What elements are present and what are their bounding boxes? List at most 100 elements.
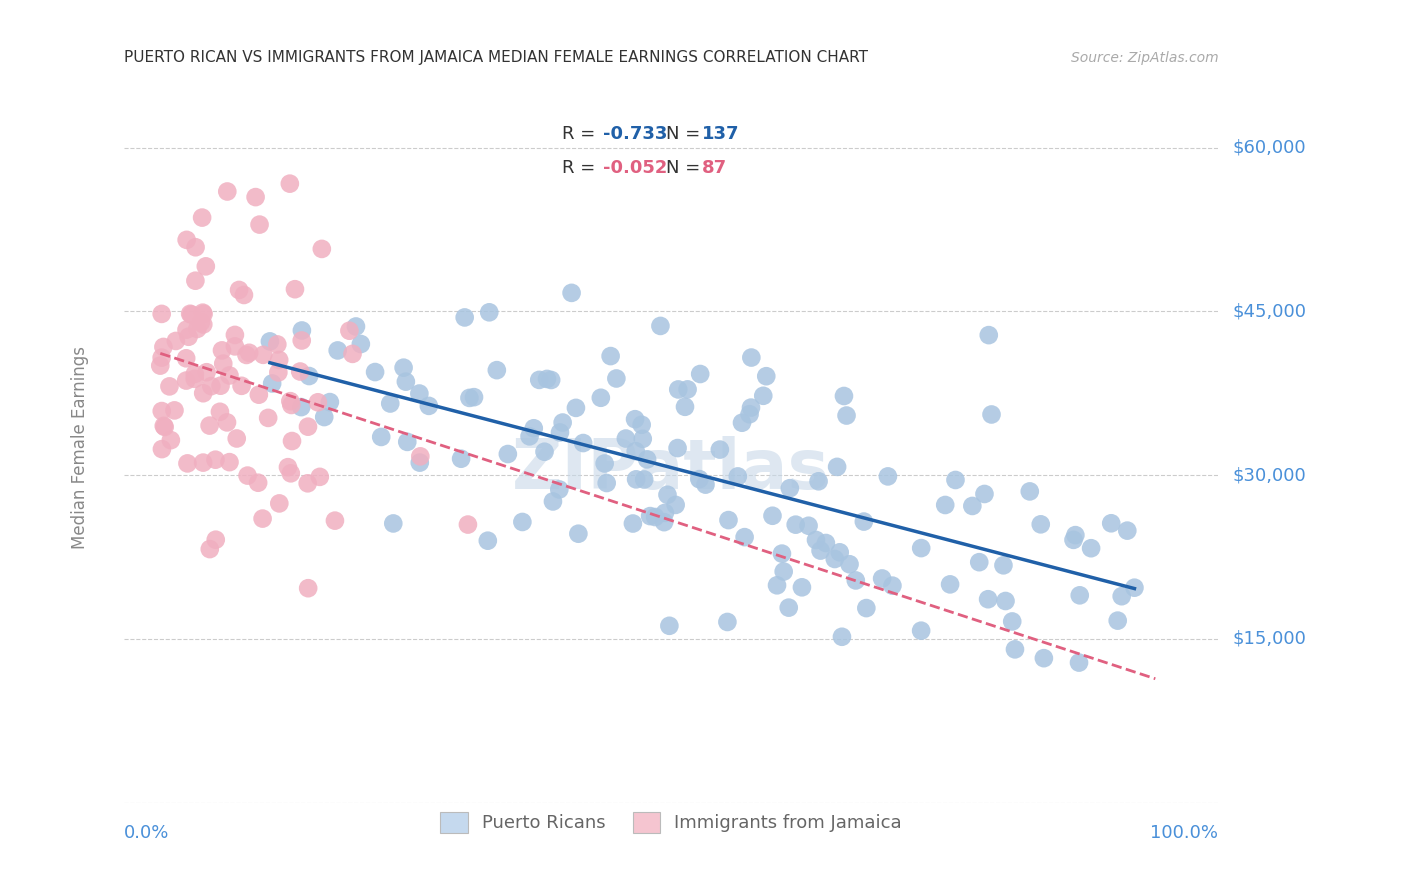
Point: [249, 218, 271, 232]
Point: [1032, 651, 1054, 665]
Point: [228, 283, 250, 297]
Text: R =: R =: [561, 125, 600, 143]
Point: [297, 476, 319, 491]
Point: [551, 416, 574, 430]
Point: [224, 339, 246, 353]
Point: [291, 334, 314, 348]
Point: [717, 513, 740, 527]
Point: [666, 383, 689, 397]
Point: [165, 334, 187, 348]
Point: [540, 373, 562, 387]
Point: [877, 469, 900, 483]
Point: [450, 451, 472, 466]
Point: [314, 410, 336, 425]
Point: [980, 408, 1002, 422]
Point: [364, 365, 387, 379]
Point: [176, 323, 198, 337]
Point: [308, 470, 330, 484]
Point: [463, 390, 485, 404]
Point: [1080, 541, 1102, 556]
Point: [342, 347, 364, 361]
Point: [676, 383, 699, 397]
Point: [519, 429, 541, 443]
Point: [184, 367, 207, 381]
Point: [457, 517, 479, 532]
Point: [658, 619, 681, 633]
Text: N =: N =: [665, 125, 706, 143]
Point: [297, 419, 319, 434]
Point: [752, 389, 775, 403]
Point: [778, 600, 800, 615]
Point: [716, 615, 738, 629]
Point: [184, 240, 207, 254]
Text: 100.0%: 100.0%: [1150, 824, 1219, 842]
Point: [1111, 589, 1133, 603]
Point: [779, 481, 801, 495]
Point: [224, 327, 246, 342]
Point: [766, 578, 789, 592]
Point: [198, 418, 221, 433]
Point: [1107, 614, 1129, 628]
Point: [1064, 528, 1087, 542]
Point: [298, 369, 321, 384]
Point: [638, 509, 661, 524]
Point: [1004, 642, 1026, 657]
Point: [621, 516, 644, 531]
Point: [673, 400, 696, 414]
Point: [191, 456, 214, 470]
Point: [977, 328, 1000, 343]
Point: [218, 368, 240, 383]
Text: 0.0%: 0.0%: [124, 824, 169, 842]
Point: [409, 450, 432, 464]
Point: [631, 432, 654, 446]
Text: Source: ZipAtlas.com: Source: ZipAtlas.com: [1071, 51, 1219, 65]
Point: [180, 308, 202, 322]
Point: [152, 340, 174, 354]
Point: [832, 389, 855, 403]
Point: [191, 211, 214, 225]
Point: [589, 391, 612, 405]
Point: [269, 353, 291, 368]
Point: [973, 487, 995, 501]
Point: [150, 307, 173, 321]
Point: [790, 580, 813, 594]
Point: [650, 318, 672, 333]
Point: [225, 432, 247, 446]
Point: [211, 343, 233, 358]
Point: [247, 387, 270, 401]
Point: [1099, 516, 1122, 531]
Point: [548, 483, 571, 497]
Point: [734, 530, 756, 544]
Point: [934, 498, 956, 512]
Point: [380, 396, 402, 410]
Point: [396, 434, 419, 449]
Point: [993, 558, 1015, 573]
Point: [183, 372, 205, 386]
Point: [291, 323, 314, 337]
Point: [496, 447, 519, 461]
Point: [945, 473, 967, 487]
Point: [266, 337, 288, 351]
Point: [835, 409, 858, 423]
Point: [409, 456, 432, 470]
Point: [565, 401, 588, 415]
Point: [652, 515, 675, 529]
Point: [870, 572, 893, 586]
Point: [382, 516, 405, 531]
Point: [370, 430, 392, 444]
Point: [738, 407, 761, 421]
Point: [533, 444, 555, 458]
Point: [204, 533, 226, 547]
Point: [994, 594, 1017, 608]
Point: [259, 334, 281, 349]
Point: [150, 351, 173, 365]
Point: [174, 374, 197, 388]
Point: [630, 417, 652, 432]
Point: [688, 472, 710, 486]
Text: -0.733: -0.733: [603, 125, 668, 143]
Point: [731, 416, 754, 430]
Point: [633, 473, 655, 487]
Point: [665, 498, 688, 512]
Point: [245, 190, 267, 204]
Point: [804, 533, 827, 547]
